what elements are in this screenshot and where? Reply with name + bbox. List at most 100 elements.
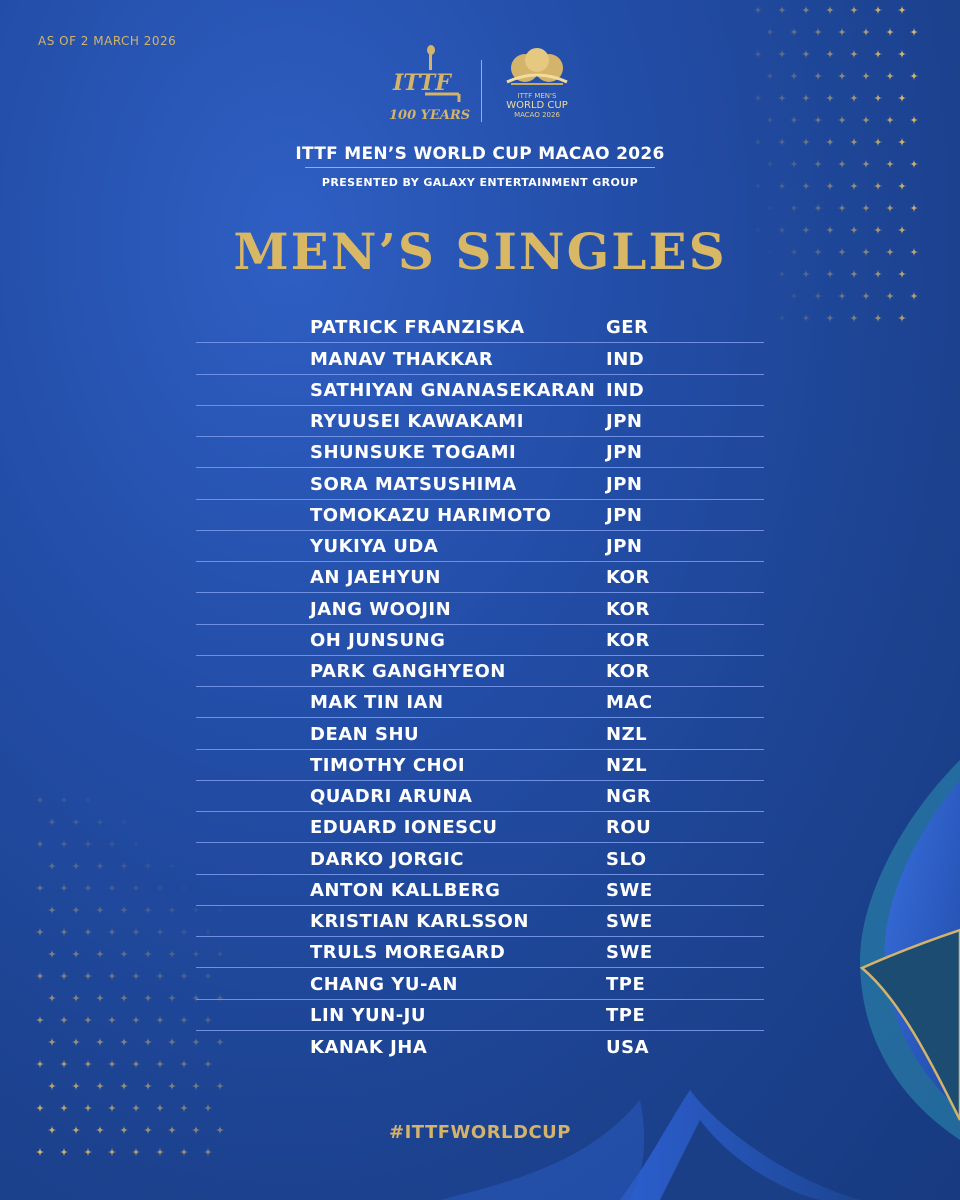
sparkle-icon [849, 93, 859, 103]
sparkle-icon [765, 27, 775, 37]
sparkle-icon [203, 1103, 213, 1113]
sparkle-icon [873, 49, 883, 59]
sparkle-icon [789, 159, 799, 169]
sparkle-icon [215, 1125, 225, 1135]
player-name: QUADRI ARUNA [310, 786, 473, 807]
sparkle-icon [837, 159, 847, 169]
sparkle-icon [753, 93, 763, 103]
sparkle-icon [119, 817, 129, 827]
sparkle-icon [59, 839, 69, 849]
sparkle-icon [83, 1103, 93, 1113]
sparkle-pattern-bottom-left [35, 795, 225, 1157]
sparkle-icon [825, 137, 835, 147]
sparkle-icon [849, 225, 859, 235]
sparkle-icon [191, 993, 201, 1003]
sparkle-icon [71, 1081, 81, 1091]
page-heading: MEN’S SINGLES [233, 222, 727, 281]
sparkle-icon [789, 27, 799, 37]
sparkle-icon [777, 137, 787, 147]
sparkle-icon [131, 1147, 141, 1157]
sparkle-icon [179, 1147, 189, 1157]
player-country: JPN [606, 442, 643, 464]
player-row: MANAV THAKKAR IND [196, 343, 764, 375]
sparkle-icon [873, 269, 883, 279]
sparkle-icon [849, 5, 859, 15]
sparkle-icon [885, 247, 895, 257]
sparkle-icon [885, 71, 895, 81]
sparkle-icon [155, 971, 165, 981]
sparkle-icon [143, 949, 153, 959]
sparkle-icon [71, 861, 81, 871]
sparkle-icon [119, 949, 129, 959]
sparkle-icon [95, 993, 105, 1003]
sparkle-icon [813, 203, 823, 213]
sparkle-icon [909, 291, 919, 301]
sparkle-icon [47, 817, 57, 827]
sparkle-icon [143, 993, 153, 1003]
sparkle-icon [59, 1147, 69, 1157]
sparkle-icon [47, 1037, 57, 1047]
world-cup-logo-line3: MACAO 2026 [514, 111, 560, 119]
sparkle-icon [143, 1125, 153, 1135]
sparkle-icon [861, 203, 871, 213]
sparkle-icon [191, 905, 201, 915]
sparkle-icon [179, 927, 189, 937]
as-of-date: AS OF 2 MARCH 2026 [38, 34, 177, 48]
player-name: KRISTIAN KARLSSON [310, 911, 529, 932]
sparkle-icon [155, 1015, 165, 1025]
hashtag: #ITTFWORLDCUP [389, 1122, 571, 1143]
sparkle-icon [71, 993, 81, 1003]
sparkle-icon [873, 225, 883, 235]
player-row: SORA MATSUSHIMA JPN [196, 468, 764, 500]
sparkle-icon [167, 949, 177, 959]
event-title: ITTF MEN’S WORLD CUP MACAO 2026 [295, 144, 665, 164]
sparkle-icon [861, 159, 871, 169]
ittf-logo-text: ITTF [392, 70, 452, 96]
sparkle-icon [801, 93, 811, 103]
sparkle-icon [215, 993, 225, 1003]
sparkle-icon [849, 49, 859, 59]
world-cup-emblem-icon [506, 48, 568, 85]
player-row: SHUNSUKE TOGAMI JPN [196, 437, 764, 469]
sparkle-icon [825, 93, 835, 103]
sparkle-icon [71, 817, 81, 827]
sparkle-icon [107, 1015, 117, 1025]
sparkle-icon [107, 971, 117, 981]
sparkle-pattern-top-right [753, 5, 919, 323]
sparkle-icon [167, 861, 177, 871]
sparkle-icon [801, 269, 811, 279]
sparkle-icon [861, 247, 871, 257]
sparkle-icon [203, 1015, 213, 1025]
sparkle-icon [131, 927, 141, 937]
sparkle-icon [35, 839, 45, 849]
sparkle-icon [59, 1015, 69, 1025]
player-country: KOR [606, 567, 650, 589]
sparkle-icon [191, 1081, 201, 1091]
player-country: SWE [606, 879, 653, 901]
sparkle-icon [897, 49, 907, 59]
sparkle-icon [885, 203, 895, 213]
title-underline [305, 167, 655, 168]
player-country: NGR [606, 786, 652, 807]
sparkle-icon [801, 5, 811, 15]
sparkle-icon [215, 1081, 225, 1091]
sparkle-icon [215, 949, 225, 959]
ittf-logo-icon: ITTF [392, 45, 461, 102]
player-row: AN JAEHYUN KOR [196, 562, 764, 594]
sparkle-icon [107, 927, 117, 937]
player-country: TPE [606, 973, 646, 995]
sparkle-icon [35, 971, 45, 981]
sparkle-icon [83, 883, 93, 893]
player-name: MAK TIN IAN [310, 692, 444, 714]
sparkle-icon [108, 796, 117, 805]
sparkle-icon [155, 1147, 165, 1157]
player-country: KOR [606, 598, 650, 620]
sparkle-icon [873, 313, 883, 323]
sparkle-icon [777, 93, 787, 103]
player-row: JANG WOOJIN KOR [196, 593, 764, 625]
player-row: CHANG YU-AN TPE [196, 968, 764, 1000]
sparkle-icon [909, 203, 919, 213]
sparkle-icon [837, 115, 847, 125]
sparkle-icon [203, 971, 213, 981]
sparkle-icon [47, 861, 57, 871]
